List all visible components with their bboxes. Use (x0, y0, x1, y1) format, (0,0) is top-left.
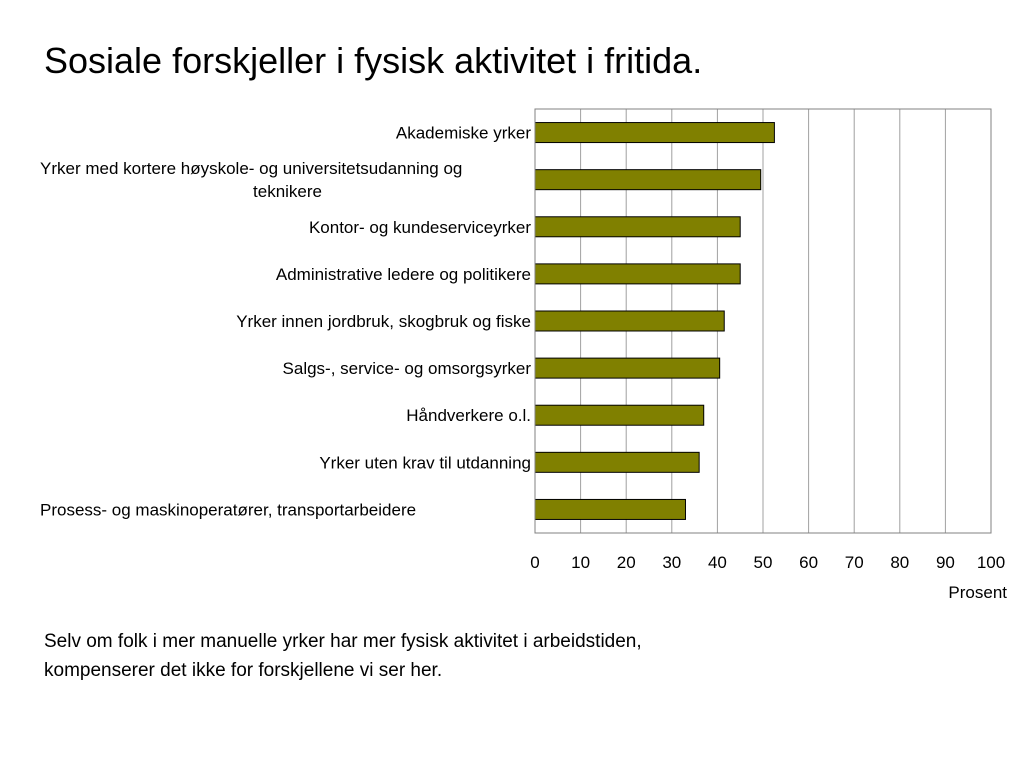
category-label: Prosess- og maskinoperatører, transporta… (40, 500, 416, 519)
caption-line-2: kompenserer det ikke for forskjellene vi… (44, 660, 443, 681)
category-label: Administrative ledere og politikere (276, 265, 531, 284)
category-label: Akademiske yrker (396, 124, 531, 143)
caption: Selv om folk i mer manuelle yrker har me… (44, 627, 944, 685)
plot-frame (534, 108, 992, 534)
bar-chart: Akademiske yrker Yrker med kortere høysko… (40, 108, 1007, 602)
bar (534, 404, 705, 426)
x-tick-label: 60 (799, 553, 818, 572)
x-tick-label: 90 (936, 553, 955, 572)
x-tick-label: 80 (890, 553, 909, 572)
bars (534, 122, 775, 520)
x-axis-label: Prosent (948, 583, 1007, 602)
bar (534, 169, 762, 191)
bar (534, 122, 775, 144)
x-tick-label: 50 (754, 553, 773, 572)
slide-title: Sosiale forskjeller i fysisk aktivitet i… (44, 40, 703, 81)
caption-line-1: Selv om folk i mer manuelle yrker har me… (44, 631, 642, 652)
x-tick-label: 100 (977, 553, 1005, 572)
bar (534, 310, 725, 332)
bar (534, 451, 700, 473)
category-label: teknikere (253, 182, 322, 201)
x-tick-labels: 0 10 20 30 40 50 60 70 80 90 100 (530, 553, 1005, 572)
category-label: Yrker med kortere høyskole- og universit… (40, 159, 462, 178)
x-tick-label: 10 (571, 553, 590, 572)
category-label: Yrker innen jordbruk, skogbruk og fiske (236, 312, 531, 331)
category-label: Håndverkere o.l. (406, 406, 531, 425)
x-tick-label: 40 (708, 553, 727, 572)
category-labels: Akademiske yrker Yrker med kortere høysko… (40, 124, 531, 520)
x-tick-label: 30 (662, 553, 681, 572)
category-label: Yrker uten krav til utdanning (319, 453, 531, 472)
bar (534, 357, 721, 379)
bar (534, 498, 686, 520)
category-label: Salgs-, service- og omsorgsyrker (283, 359, 532, 378)
bar (534, 263, 741, 285)
bar (534, 216, 741, 238)
x-tick-label: 20 (617, 553, 636, 572)
category-label: Kontor- og kundeserviceyrker (309, 218, 531, 237)
x-tick-label: 70 (845, 553, 864, 572)
x-tick-label: 0 (530, 553, 539, 572)
